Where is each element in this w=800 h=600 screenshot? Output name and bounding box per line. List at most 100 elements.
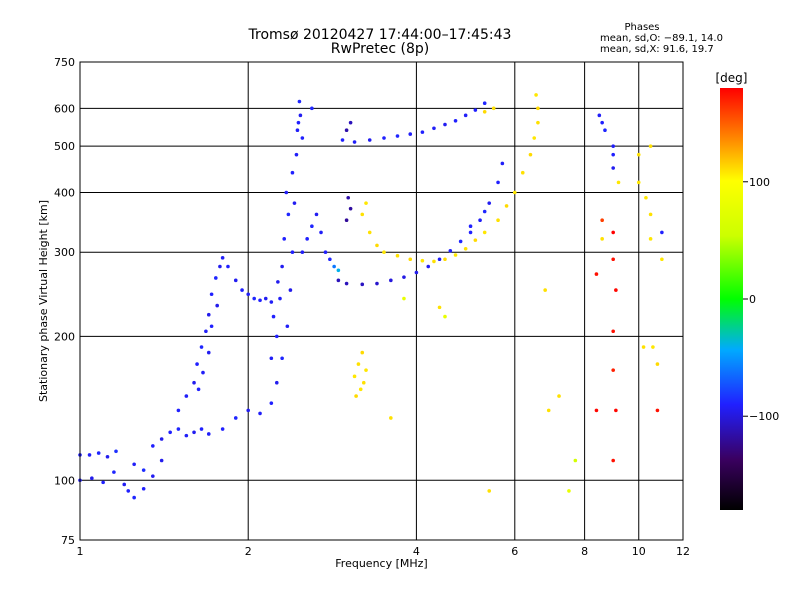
y-tick-label: 500 — [54, 140, 75, 153]
data-point — [218, 264, 222, 269]
data-point — [611, 329, 615, 334]
data-point — [195, 362, 199, 366]
data-point — [176, 427, 181, 431]
data-point — [159, 437, 164, 441]
data-point — [323, 250, 328, 255]
data-point — [443, 122, 447, 127]
data-point — [487, 201, 492, 205]
data-point — [597, 113, 602, 118]
data-point — [636, 152, 641, 157]
data-point — [616, 180, 621, 185]
data-point — [453, 253, 458, 257]
data-point — [300, 136, 305, 140]
data-point — [274, 334, 279, 339]
data-point — [437, 257, 442, 262]
phases-stats-o: mean, sd,O: −89.1, 14.0 — [600, 33, 723, 44]
data-point — [105, 454, 110, 459]
data-point — [206, 312, 211, 317]
data-point — [87, 453, 92, 457]
data-point — [319, 230, 323, 235]
data-point — [395, 134, 400, 138]
data-point — [500, 161, 505, 166]
data-point — [280, 264, 284, 269]
data-point — [389, 416, 393, 420]
data-point — [285, 324, 290, 329]
data-point — [491, 106, 496, 111]
data-point — [336, 278, 341, 283]
data-point — [122, 482, 127, 487]
data-point — [344, 281, 349, 286]
data-point — [159, 458, 164, 463]
data-point — [141, 468, 146, 472]
data-point — [504, 204, 509, 208]
data-point — [292, 201, 297, 205]
data-point — [204, 329, 208, 334]
data-point — [151, 444, 155, 448]
data-point — [354, 394, 358, 398]
data-point — [209, 292, 214, 297]
data-point — [184, 394, 189, 398]
x-tick-label: 8 — [581, 545, 588, 558]
x-tick-label: 1 — [77, 545, 84, 558]
data-point — [344, 218, 349, 223]
phase-colorbar — [720, 88, 743, 510]
data-point — [611, 368, 615, 372]
grid-lines — [80, 62, 683, 540]
data-point — [473, 238, 478, 242]
data-point — [360, 212, 365, 217]
data-point — [496, 218, 500, 223]
colorbar-ticks: 100 0 −100 — [743, 176, 779, 423]
data-point — [395, 253, 400, 258]
data-point — [655, 408, 660, 413]
data-point — [614, 288, 618, 292]
data-point — [298, 113, 303, 118]
data-point — [206, 350, 211, 355]
data-point — [496, 180, 500, 185]
data-point — [269, 300, 274, 304]
data-point — [534, 93, 538, 97]
data-point — [611, 458, 615, 463]
data-point — [310, 224, 314, 229]
data-point — [389, 278, 393, 283]
data-point — [101, 480, 105, 485]
data-point — [233, 278, 238, 283]
data-point — [284, 190, 289, 195]
data-point — [340, 138, 345, 142]
colorbar-tick-label: 100 — [749, 176, 770, 189]
data-point — [443, 314, 447, 319]
data-point — [258, 298, 262, 303]
data-point — [594, 408, 599, 413]
data-point — [246, 408, 251, 413]
data-point — [96, 451, 101, 455]
data-point — [126, 489, 131, 493]
data-point — [463, 113, 468, 118]
data-point — [458, 239, 463, 244]
data-point — [263, 296, 268, 301]
data-point — [348, 206, 353, 211]
data-point — [426, 264, 431, 269]
y-tick-label: 100 — [54, 474, 75, 487]
data-point — [344, 128, 349, 132]
data-point — [573, 458, 578, 463]
data-point — [360, 282, 365, 287]
data-point — [546, 408, 551, 413]
data-point — [271, 314, 276, 319]
data-point — [600, 120, 604, 125]
data-point — [213, 276, 218, 280]
data-point — [402, 296, 406, 301]
data-point — [636, 180, 641, 185]
data-point — [614, 408, 618, 413]
data-point — [252, 296, 256, 301]
data-point — [611, 144, 615, 148]
data-point — [112, 470, 116, 474]
x-tick-label: 2 — [245, 545, 252, 558]
y-tick-label: 600 — [54, 102, 75, 115]
x-tick-label: 4 — [413, 545, 420, 558]
data-point — [414, 270, 419, 275]
data-point — [276, 280, 280, 284]
data-point — [310, 106, 314, 111]
chart-title: Tromsø 20120427 17:44:00–17:45:43 — [248, 27, 512, 43]
x-tick-label: 10 — [632, 545, 646, 558]
